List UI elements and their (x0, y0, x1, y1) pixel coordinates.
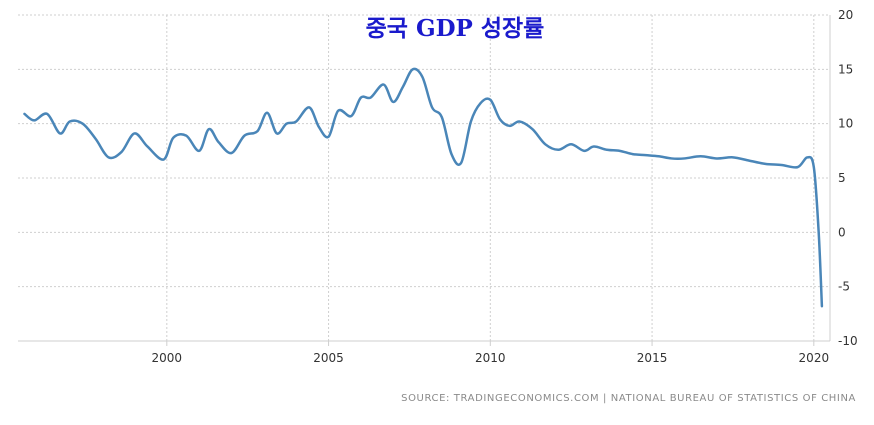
y-tick-label: 5 (838, 171, 846, 185)
x-tick-label: 2005 (313, 351, 344, 365)
y-tick-label: -5 (838, 280, 850, 294)
y-tick-label: 15 (838, 62, 853, 76)
gdp-growth-series-line (23, 67, 824, 308)
x-tick-label: 2010 (475, 351, 506, 365)
source-attribution: SOURCE: TRADINGECONOMICS.COM | NATIONAL … (401, 393, 856, 404)
grid-lines (18, 14, 831, 346)
y-tick-label: -10 (838, 334, 858, 348)
x-tick-label: 2020 (799, 351, 830, 365)
x-axis-tick-labels: 2000 2005 2010 2015 2020 (152, 351, 830, 365)
y-tick-label: 10 (838, 117, 853, 131)
x-tick-label: 2015 (637, 351, 668, 365)
y-tick-label: 20 (838, 8, 853, 22)
y-axis-tick-labels: 20 15 10 5 0 -5 -10 (838, 8, 858, 348)
y-tick-label: 0 (838, 225, 846, 239)
chart-title: 중국 GDP 성장률 (366, 15, 545, 42)
x-tick-label: 2000 (152, 351, 183, 365)
series-group (23, 67, 824, 308)
